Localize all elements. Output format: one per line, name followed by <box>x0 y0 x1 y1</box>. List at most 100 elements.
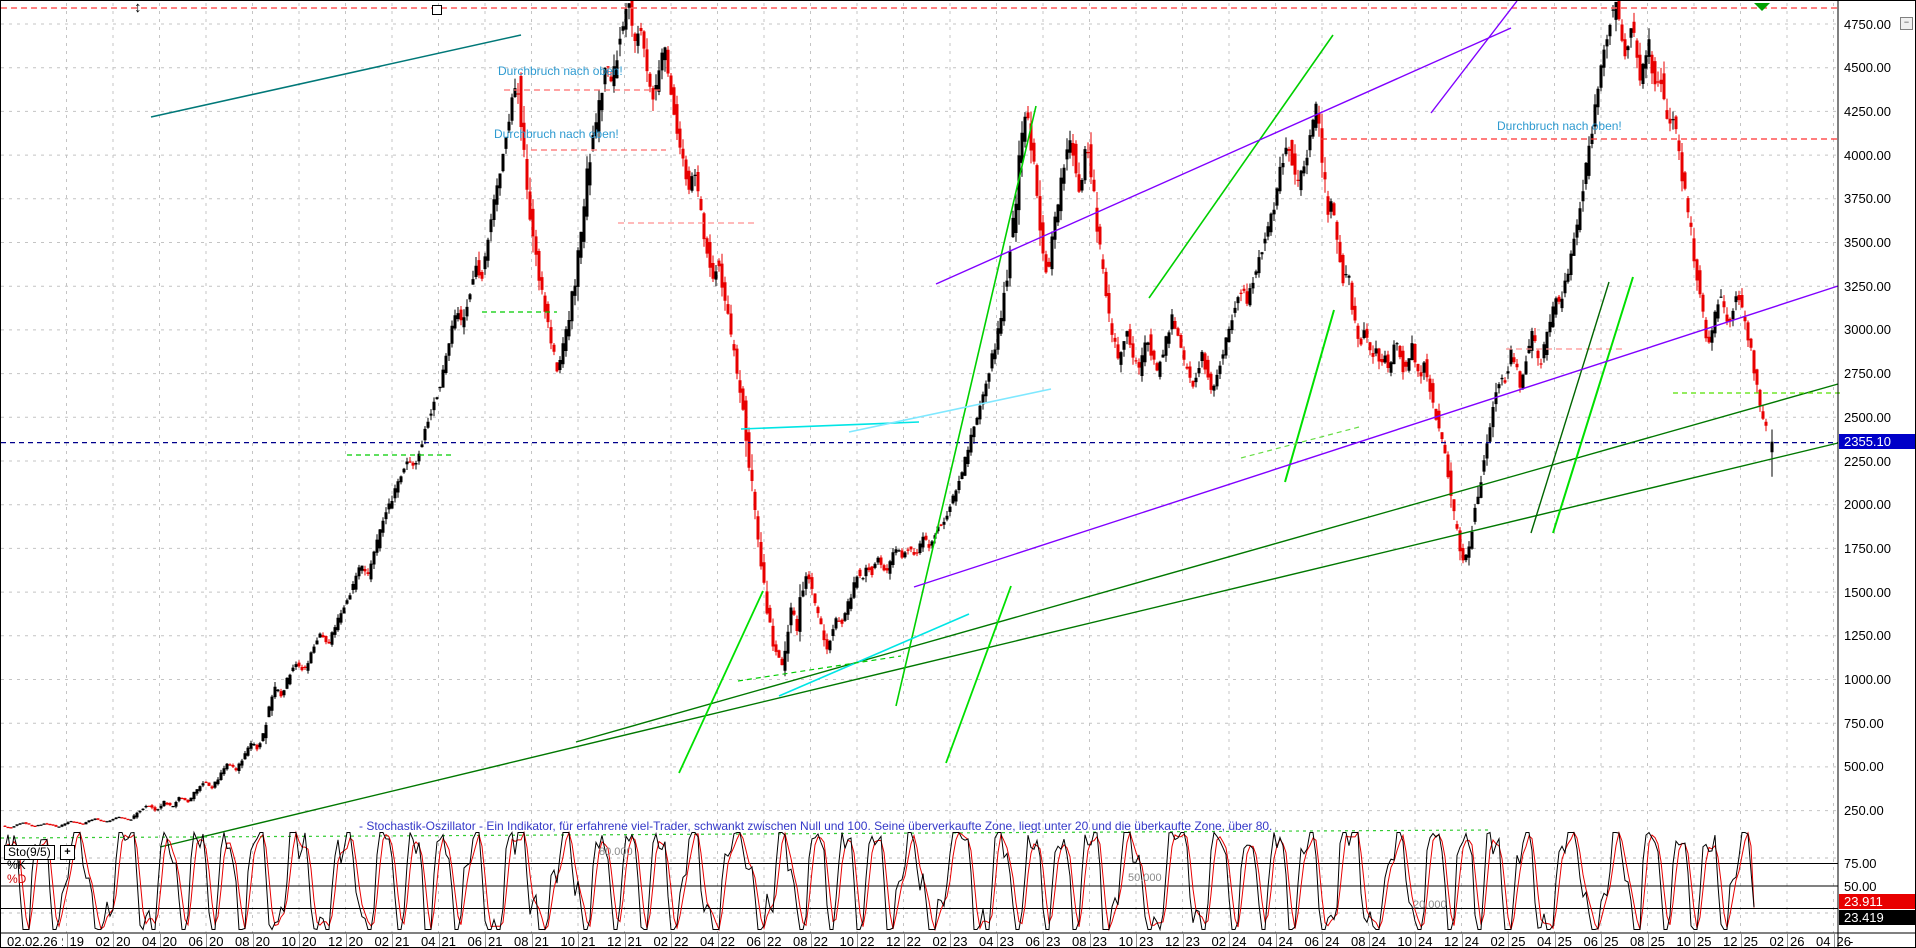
date-axis-year: 22 <box>860 934 875 948</box>
price-axis-label: 3250.00 <box>1844 278 1891 294</box>
date-axis-year: 22 <box>674 934 689 948</box>
date-axis-year: 22 <box>906 934 921 948</box>
date-axis-year: 23 <box>1185 934 1200 948</box>
indicator-add-button[interactable]: + <box>60 845 75 860</box>
indicator-name-label[interactable]: Sto(9/5) <box>4 845 55 860</box>
price-axis-label: 2250.00 <box>1844 453 1891 469</box>
date-axis-tick <box>1089 934 1091 947</box>
date-axis-month: 06 <box>1025 934 1040 948</box>
date-axis-tick <box>531 934 533 947</box>
drag-handle-square-icon[interactable] <box>432 5 442 15</box>
date-axis-tick <box>206 934 207 947</box>
price-axis-label: 500.00 <box>1844 759 1884 775</box>
date-axis-tick <box>1694 934 1695 947</box>
date-axis-tick <box>345 934 347 947</box>
date-axis-year: 24 <box>1278 934 1293 948</box>
price-axis-label: 3500.00 <box>1844 235 1891 250</box>
date-axis-year: 20 <box>209 934 224 948</box>
stochastic-description-text: - Stochastik-Oszillator - Ein Indikator,… <box>359 819 1273 833</box>
date-axis-tick <box>1043 934 1044 947</box>
date-axis-tick <box>996 934 998 947</box>
date-axis-year: 26 <box>1836 934 1851 948</box>
price-axis-label: 4000.00 <box>1844 147 1891 163</box>
date-axis-year: 21 <box>441 934 456 948</box>
annotation-durchbruch: Durchbruch nach oben! <box>494 127 619 141</box>
price-axis-label: 4500.00 <box>1844 60 1891 76</box>
date-axis-month: 10 <box>1676 934 1691 948</box>
date-axis-month: 10 <box>281 934 296 948</box>
date-axis-tick <box>1136 934 1137 947</box>
resize-cursor-icon: ↕ <box>134 0 142 16</box>
date-axis-month: 02 <box>374 934 389 948</box>
date-axis-tick <box>66 934 68 947</box>
date-axis-year: 25 <box>1557 934 1572 948</box>
date-axis-tick <box>764 934 765 947</box>
date-axis-year: 24 <box>1232 934 1247 948</box>
price-axis-label: 2500.00 <box>1844 409 1891 425</box>
date-axis-tick <box>299 934 300 947</box>
date-axis-tick <box>1275 934 1277 947</box>
price-axis-label: 1750.00 <box>1844 540 1891 556</box>
date-axis-month: 08 <box>793 934 808 948</box>
date-axis-year: 23 <box>1092 934 1107 948</box>
date-axis-tick <box>950 934 951 947</box>
date-axis-month: 04 <box>1537 934 1552 948</box>
date-axis-month: 12 <box>328 934 343 948</box>
date-axis-tick <box>1787 934 1788 947</box>
date-axis-tick <box>113 934 114 947</box>
date-axis-tick <box>485 934 486 947</box>
price-axis-label: 250.00 <box>1844 803 1884 819</box>
date-axis-year: 20 <box>116 934 131 948</box>
date-axis-tick <box>1601 934 1602 947</box>
date-axis-tick <box>1508 934 1509 947</box>
date-axis-month: 10 <box>1397 934 1412 948</box>
date-axis-month: 04 <box>700 934 715 948</box>
date-axis-year: 25 <box>1697 934 1712 948</box>
price-axis-label: 3000.00 <box>1844 322 1891 338</box>
date-axis-year: 22 <box>767 934 782 948</box>
date-axis-year: 20 <box>162 934 177 948</box>
date-axis-year: 24 <box>1371 934 1386 948</box>
price-axis-label: 1250.00 <box>1844 628 1891 644</box>
date-axis-month: 06 <box>1304 934 1319 948</box>
date-axis-month: 10 <box>1118 934 1133 948</box>
date-axis-month: 12 <box>886 934 901 948</box>
date-axis-year: 19 <box>69 934 84 948</box>
annotation-durchbruch: Durchbruch nach oben! <box>498 64 623 78</box>
date-axis-year: 20 <box>302 934 317 948</box>
date-axis-month: 06 <box>188 934 203 948</box>
date-axis-month: 02 <box>95 934 110 948</box>
date-axis-tick <box>1229 934 1230 947</box>
price-axis-label: 2000.00 <box>1844 497 1891 513</box>
oscillator-axis-label: 75.00 <box>1844 856 1877 871</box>
stochastic-d-value-badge: 23.419 <box>1839 910 1915 925</box>
date-axis-tick <box>1461 934 1463 947</box>
date-axis-year: 25 <box>1650 934 1665 948</box>
annotation-durchbruch: Durchbruch nach oben! <box>1497 119 1622 133</box>
date-axis-year: 23 <box>999 934 1014 948</box>
date-axis-year: 21 <box>627 934 642 948</box>
date-axis-tick <box>1554 934 1556 947</box>
date-axis-month: 06 <box>1583 934 1598 948</box>
date-axis-month: 08 <box>1630 934 1645 948</box>
oscillator-level-label: 50.000 <box>1128 872 1162 884</box>
date-axis-month: 12 <box>1723 934 1738 948</box>
date-axis-month: 12 <box>1165 934 1180 948</box>
collapse-panel-icon[interactable]: − <box>1900 17 1913 30</box>
date-axis-tick <box>1740 934 1742 947</box>
date-axis-year: 24 <box>1418 934 1433 948</box>
date-axis-year: 23 <box>1046 934 1061 948</box>
date-axis-month: 10 <box>560 934 575 948</box>
last-price-badge: 2355.10 <box>1839 434 1915 449</box>
date-axis-year: 23 <box>953 934 968 948</box>
date-axis-tick <box>717 934 719 947</box>
date-axis-tick <box>810 934 812 947</box>
date-axis-tick <box>624 934 626 947</box>
date-axis-month: 04 <box>1816 934 1831 948</box>
date-axis-month: 10 <box>839 934 854 948</box>
date-axis-month: 12 <box>1444 934 1459 948</box>
date-axis-tick <box>1833 934 1835 947</box>
date-axis-year: 26 <box>1790 934 1805 948</box>
price-axis-label: 3750.00 <box>1844 191 1891 207</box>
